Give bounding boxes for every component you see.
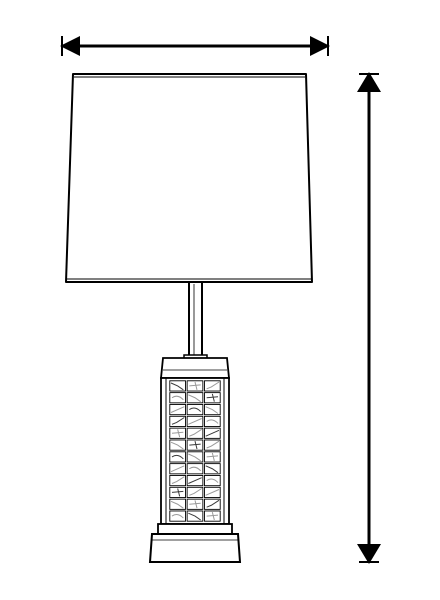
mosaic-tile-shading [206,440,220,449]
mosaic-tile-shading [189,407,202,412]
mosaic-tile-shading [206,381,220,390]
mosaic-tile [186,463,204,475]
mosaic-tile-shading [189,441,201,450]
width-dimension-arrow [60,36,330,56]
mosaic-tile-shading [205,429,220,437]
height-arrow-bottom-head [357,544,381,564]
mosaic-tile-shading [171,429,184,438]
mosaic-tile [169,451,186,463]
width-arrow-right-head [310,36,330,56]
mosaic-tile-shading [188,512,201,521]
mosaic-tile-shading [171,514,184,519]
height-arrow-top-head [357,72,381,92]
mosaic-tile-shading [171,476,185,484]
mosaic-tile-shading [206,512,219,521]
mosaic-tile [204,475,221,487]
mosaic-tile-shading [188,477,202,484]
mosaic-tile-shading [205,465,219,474]
mosaic-tile-shading [206,393,219,402]
mosaic-tile-shading [189,466,202,472]
mosaic-tile-shading [206,499,220,508]
mosaic-tile-shading [188,394,201,403]
mosaic-tile-shading [171,488,184,497]
mosaic-tile-shading [171,417,185,425]
mosaic-tile [204,415,221,427]
width-arrow-left-head [60,36,80,56]
mosaic-tile [169,392,186,404]
mosaic-tile-shading [170,500,184,509]
lamp-shade [65,73,313,283]
mosaic-tile-shading [188,453,201,462]
height-dimension-arrow [357,72,381,564]
mosaic-tile-shading [170,441,184,450]
mosaic-tile-shading [205,406,219,414]
mosaic-tile-shading [206,419,219,424]
mosaic-tile [186,404,204,416]
base-mosaic-panel [169,380,221,522]
mosaic-tile-shading [189,488,202,496]
mosaic-tile-shading [206,452,219,461]
mosaic-tile-shading [189,500,201,509]
lamp-foot [148,523,242,563]
mosaic-tile-shading [189,428,202,437]
mosaic-tile-shading [206,478,219,483]
mosaic-tile-shading [189,381,201,390]
mosaic-tile [169,510,186,522]
mosaic-tile-shading [170,382,184,391]
mosaic-tile-shading [171,395,184,401]
mosaic-tile-shading [171,454,184,460]
mosaic-tile-shading [170,406,185,413]
mosaic-tile-shading [170,465,185,473]
lamp-stem [183,281,208,362]
mosaic-tile-shading [188,418,202,425]
mosaic-tile-shading [205,489,220,496]
